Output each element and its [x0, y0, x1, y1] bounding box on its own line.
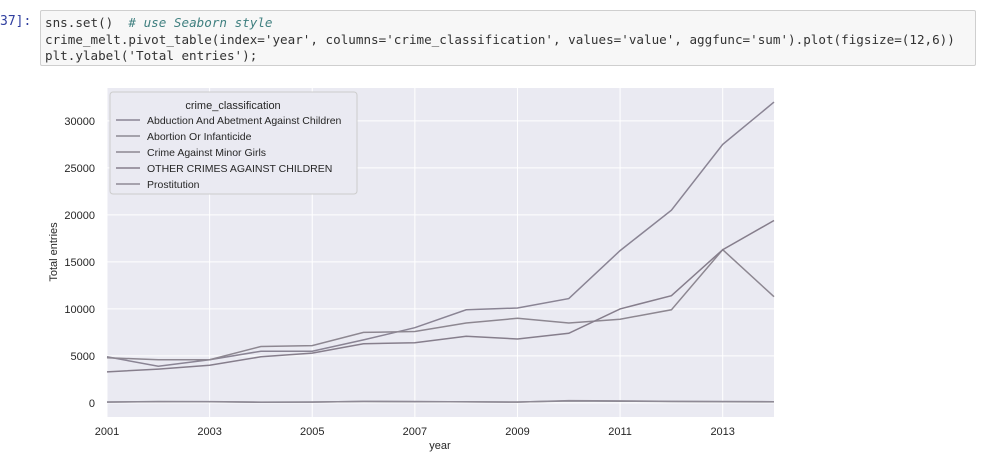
y-axis-label: Total entries — [48, 222, 60, 282]
y-tick-label: 20000 — [64, 210, 95, 222]
y-tick-labels: 0 5000 10000 15000 20000 25000 30000 — [64, 116, 95, 410]
x-tick-label: 2011 — [608, 426, 632, 438]
legend: crime_classification Abduction And Abetm… — [109, 91, 358, 195]
series-lines — [106, 101, 775, 404]
legend-entry-4: OTHER CRIMES AGAINST CHILDREN — [147, 163, 332, 175]
legend-entry-1: Abduction And Abetment Against Children — [147, 115, 342, 127]
x-tick-label: 2001 — [95, 426, 119, 438]
y-tick-label: 10000 — [64, 304, 95, 316]
x-tick-label: 2005 — [300, 426, 324, 438]
y-tick-label: 15000 — [64, 257, 95, 269]
y-tick-label: 30000 — [64, 116, 95, 128]
code-line-2: crime_melt.pivot_table(index='year', col… — [45, 31, 955, 47]
x-tick-label: 2003 — [197, 426, 221, 438]
cell-prompt: 37]: — [0, 14, 32, 29]
code-line-3: plt.ylabel('Total entries'); — [45, 48, 258, 63]
series-line-4 — [106, 219, 775, 373]
code-cell[interactable]: sns.set() # use Seaborn style crime_melt… — [40, 10, 976, 66]
x-tick-label: 2007 — [403, 426, 427, 438]
legend-title: crime_classification — [185, 100, 280, 112]
x-tick-labels: 2001 2003 2005 2007 2009 2011 2013 — [95, 426, 735, 438]
line-chart: 2001 2003 2005 2007 2009 2011 2013 0 5000 10000 1… — [48, 88, 775, 452]
code-line-1: sns.set() # use Seaborn style — [45, 15, 272, 30]
series-line-1 — [106, 101, 775, 367]
x-tick-label: 2013 — [710, 426, 734, 438]
legend-entry-5: Prostitution — [147, 179, 200, 191]
series-line-3 — [106, 248, 775, 361]
x-axis-label: year — [429, 440, 451, 452]
series-line-5 — [106, 399, 775, 403]
y-tick-label: 0 — [89, 398, 95, 410]
legend-entry-2: Abortion Or Infanticide — [147, 131, 252, 143]
legend-entry-3: Crime Against Minor Girls — [147, 147, 266, 159]
cell-output: 2001 2003 2005 2007 2009 2011 2013 0 5000 10000 1… — [0, 72, 984, 466]
code-editor[interactable]: sns.set() # use Seaborn style crime_melt… — [41, 11, 975, 65]
y-tick-label: 25000 — [64, 163, 95, 175]
code-line-1-comment: # use Seaborn style — [128, 15, 273, 30]
x-tick-label: 2009 — [505, 426, 529, 438]
code-line-1-code: sns.set() — [45, 15, 114, 30]
legend-box — [109, 91, 358, 195]
y-tick-label: 5000 — [71, 351, 95, 363]
